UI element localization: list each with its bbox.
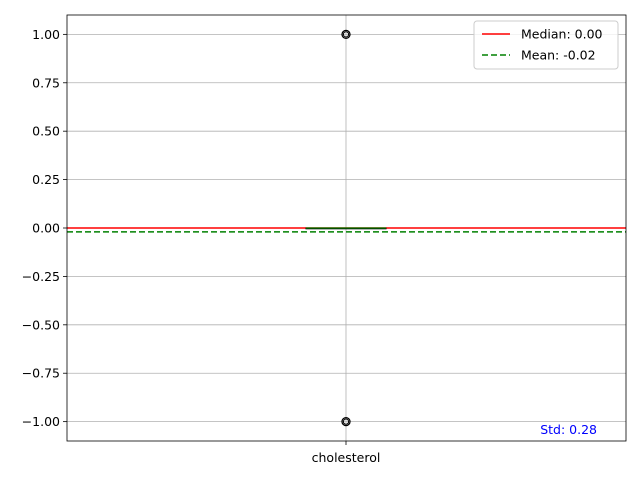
y-tick-label: 0.00	[32, 221, 60, 236]
outlier-point-overlap	[342, 418, 350, 425]
plot-frame	[66, 14, 627, 442]
legend-frame	[473, 20, 619, 70]
legend-label: Mean: -0.02	[521, 48, 596, 63]
outlier-point	[341, 416, 351, 427]
y-tick-label: 0.25	[32, 172, 60, 187]
y-tick-label: 0.75	[32, 75, 60, 90]
std-annotation: Std: 0.28	[540, 422, 597, 437]
y-tick-label: −0.25	[22, 269, 60, 284]
legend: Median: 0.00 Mean: -0.02	[473, 20, 619, 70]
box-layer	[305, 29, 387, 427]
y-tick-label: −0.75	[22, 366, 60, 381]
y-tick-label: 0.50	[32, 124, 60, 139]
y-tick-label: −1.00	[22, 414, 60, 429]
x-tick-label: cholesterol	[312, 450, 381, 465]
y-tick-label: 1.00	[32, 27, 60, 42]
y-tick-label: −0.50	[22, 317, 60, 332]
outlier-point-overlap	[342, 31, 350, 38]
legend-label: Median: 0.00	[521, 27, 603, 42]
outlier-point	[341, 29, 351, 40]
axes: 1.00 0.75 0.50 0.25 0.00 −0.25 −0.50 −0.75 −1.00…	[22, 14, 627, 465]
